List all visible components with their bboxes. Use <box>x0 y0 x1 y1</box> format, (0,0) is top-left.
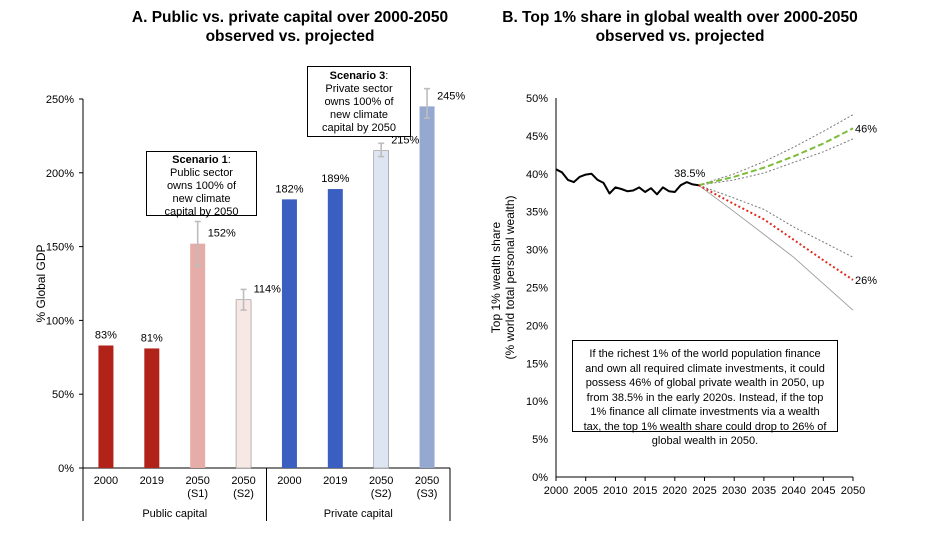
y-tick-label: 25% <box>526 283 548 295</box>
scenario-1-annotation: Scenario 1: Public sector owns 100% of n… <box>146 151 257 218</box>
y-tick-label: 15% <box>526 358 548 370</box>
series-line <box>698 184 854 281</box>
scenario-3-heading-suffix: : <box>385 70 389 82</box>
value-label: 182% <box>275 183 303 195</box>
x-tick-label: 2030 <box>722 485 746 497</box>
x-tick-label: 2050 (S3) <box>415 475 439 500</box>
value-label: 83% <box>95 329 117 341</box>
series-line <box>698 184 854 258</box>
y-tick-label: 0% <box>532 472 548 484</box>
bar <box>327 189 343 468</box>
value-label: 81% <box>141 332 163 344</box>
bar <box>281 199 297 469</box>
y-tick-label: 50% <box>52 389 74 401</box>
series-line <box>698 114 854 186</box>
panel-b-title-line2: observed vs. projected <box>595 28 765 45</box>
y-tick-label: 45% <box>526 131 548 143</box>
x-tick-label: 2010 <box>603 485 627 497</box>
scenario-1-line: owns 100% of <box>166 180 237 192</box>
value-label: 189% <box>321 173 349 185</box>
group-label-public: Public capital <box>142 508 207 520</box>
bar <box>190 243 206 468</box>
y-tick-label: 200% <box>46 168 74 180</box>
value-label: 215% <box>391 135 419 147</box>
bar <box>144 348 160 468</box>
scenario-3-line: owns 100% of <box>324 96 394 108</box>
y-tick-label: 50% <box>526 93 548 105</box>
x-tick-label: 2019 <box>323 475 347 487</box>
scenario-3-annotation: Scenario 3: Private sector owns 100% of … <box>307 66 411 137</box>
x-tick-label: 2019 <box>140 475 164 487</box>
bar <box>235 299 252 469</box>
bar <box>98 345 114 468</box>
x-tick-label: 2050 (S2) <box>231 475 255 500</box>
panel-a-title-line2: observed vs. projected <box>205 28 375 45</box>
x-tick-label: 2040 <box>781 485 805 497</box>
panel-b-title-line1: B. Top 1% share in global wealth over 20… <box>502 9 858 26</box>
group-label-private: Private capital <box>324 508 393 520</box>
value-label: 152% <box>208 228 236 240</box>
scenario-1-heading: Scenario 1 <box>172 154 228 166</box>
value-label: 245% <box>437 90 465 102</box>
scenario-1-heading-suffix: : <box>227 154 231 166</box>
panel-b-chart: 0% 5% 10% 15% 20% 25% 30% 35% 40% 45% 50% 2000 2005 2… <box>489 93 877 497</box>
x-tick-label: 2000 <box>94 475 118 487</box>
x-tick-label: 2000 <box>544 485 568 497</box>
series-line <box>555 168 699 196</box>
x-tick-label: 2020 <box>663 485 687 497</box>
y-tick-label: 10% <box>526 396 548 408</box>
x-tick-label: 2015 <box>633 485 657 497</box>
y-tick-label: 250% <box>46 94 74 106</box>
x-tick-label: 2005 <box>573 485 597 497</box>
y-axis-label: % Global GDP <box>34 244 48 322</box>
y-tick-label: 100% <box>46 315 74 327</box>
y-axis-label: Top 1% wealth share(% world total person… <box>489 195 517 359</box>
scenario-3-line: Private sector <box>325 83 393 95</box>
scenario-3-line: new climate <box>329 109 389 121</box>
point-label: 38.5% <box>674 168 705 180</box>
scenario-3-line: capital by 2050 <box>322 122 396 134</box>
scenario-1-line: Public sector <box>170 167 233 179</box>
point-label: 46% <box>855 123 877 135</box>
y-tick-label: 35% <box>526 207 548 219</box>
y-tick-label: 150% <box>46 242 74 254</box>
series-line <box>698 127 854 187</box>
scenario-1-line: capital by 2050 <box>164 206 239 218</box>
x-tick-label: 2025 <box>692 485 716 497</box>
series-line <box>698 184 854 311</box>
wealth-share-annotation: If the richest 1% of the world populatio… <box>572 340 838 447</box>
x-tick-label: 2035 <box>752 485 776 497</box>
panel-a-chart: 0% 50% 100% 150% 200% 250% % Global GDP 83% 2000… <box>34 87 465 521</box>
y-tick-label: 30% <box>526 245 548 257</box>
panel-a-title-line1: A. Public vs. private capital over 2000-… <box>131 9 449 26</box>
y-tick-label: 0% <box>58 463 74 475</box>
scenario-1-line: new climate <box>172 193 231 205</box>
series-line <box>698 138 854 186</box>
panel-a-title: A. Public vs. private capital over 2000-… <box>110 8 470 46</box>
point-label: 26% <box>855 275 877 287</box>
bar <box>419 106 435 468</box>
scenario-3-heading: Scenario 3 <box>329 70 386 82</box>
y-tick-label: 40% <box>526 169 548 181</box>
panel-b-title: B. Top 1% share in global wealth over 20… <box>490 8 870 46</box>
x-tick-label: 2000 <box>277 475 301 487</box>
y-tick-label: 5% <box>532 434 548 446</box>
x-tick-label: 2045 <box>811 485 835 497</box>
y-tick-label: 20% <box>526 320 548 332</box>
x-tick-label: 2050 <box>841 485 865 497</box>
bar <box>373 150 389 469</box>
value-label: 114% <box>254 284 282 296</box>
x-tick-label: 2050 (S1) <box>185 475 209 500</box>
x-tick-label: 2050 (S2) <box>369 475 393 500</box>
